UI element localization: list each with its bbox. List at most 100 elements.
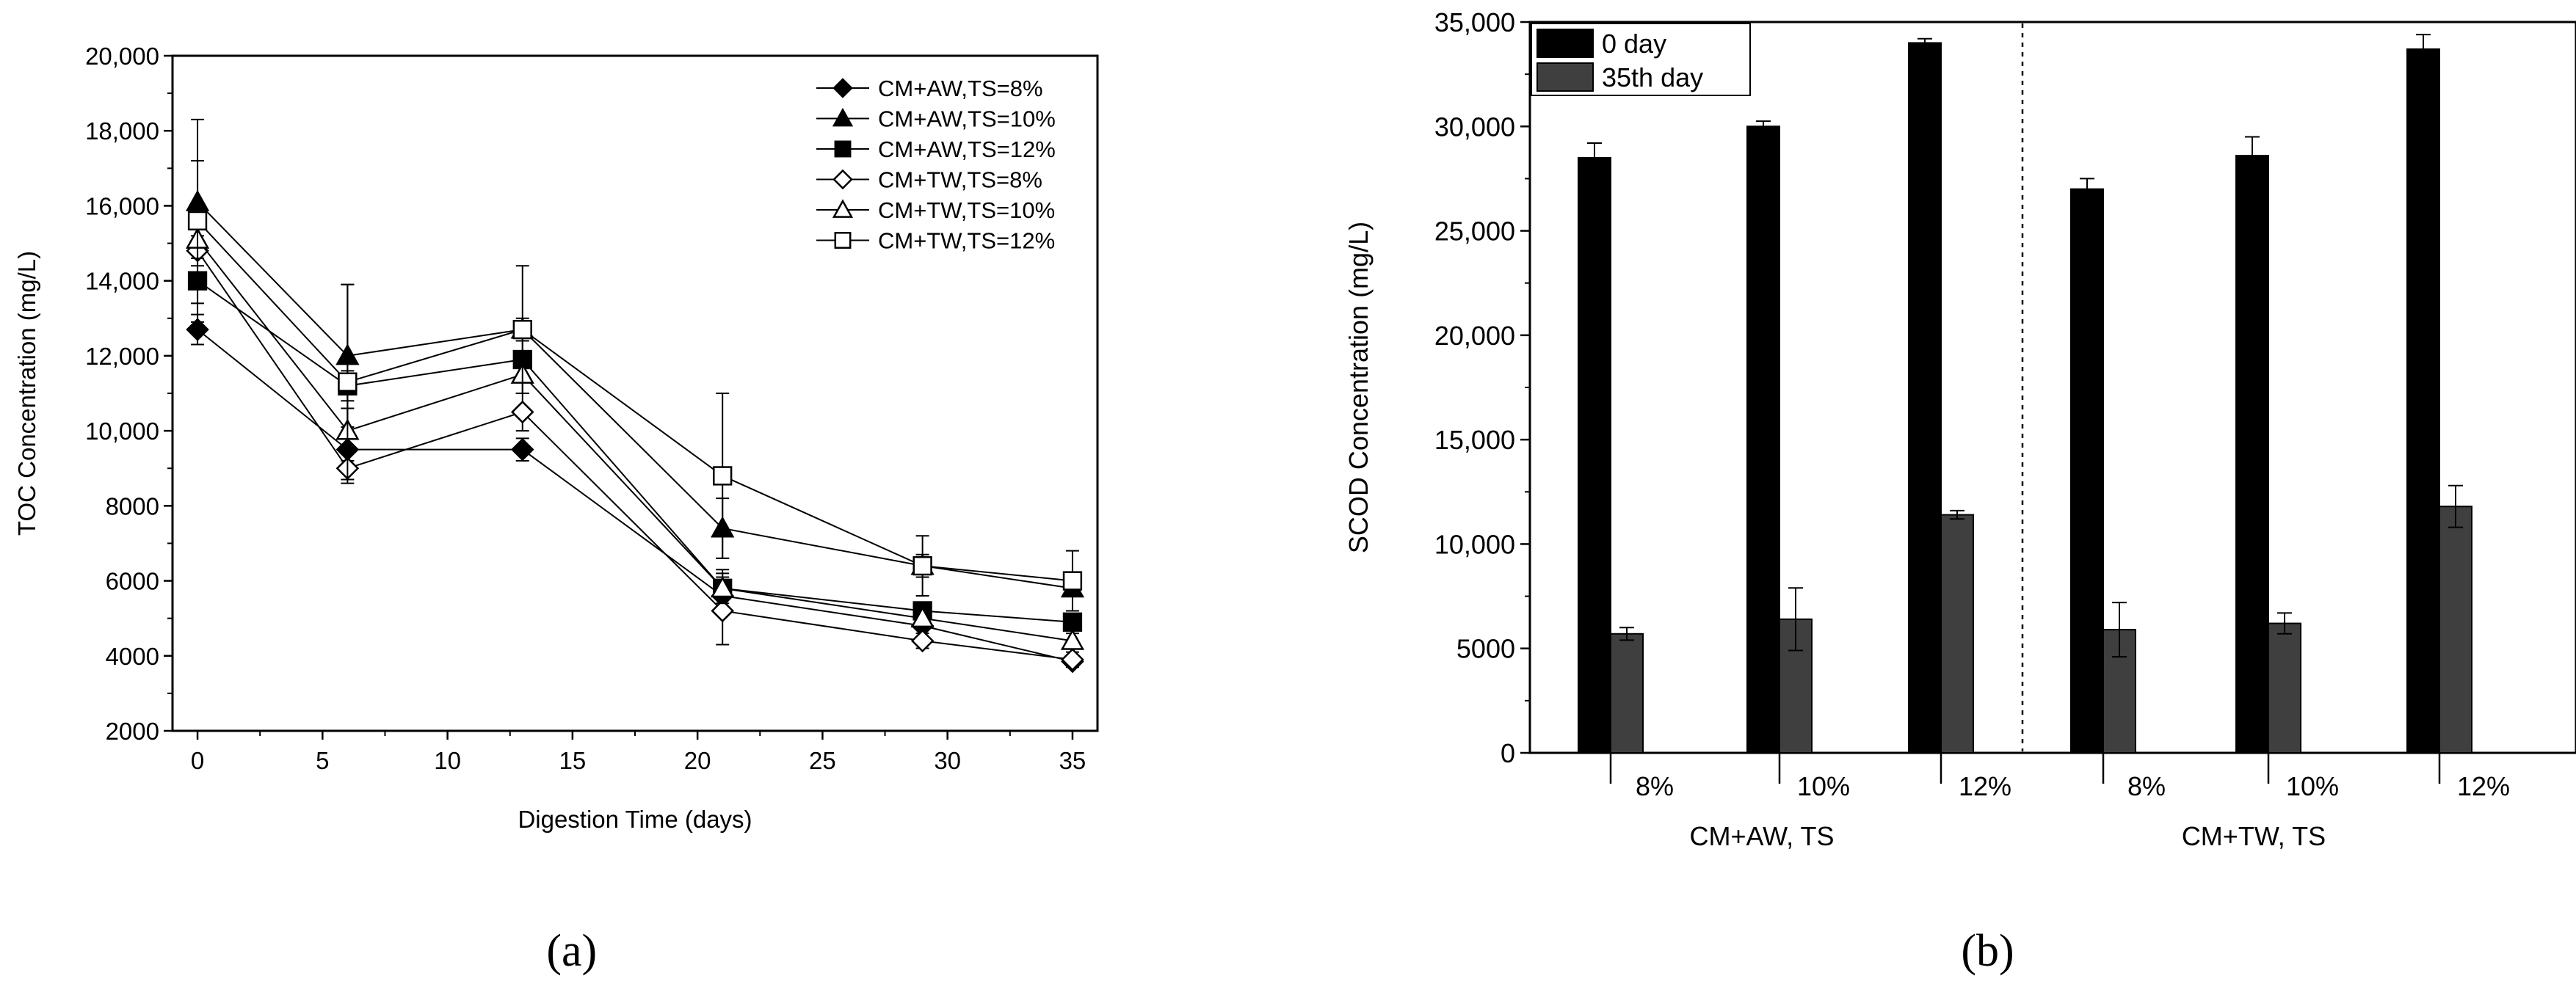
toc-legend-marker — [832, 78, 853, 98]
toc-legend-marker — [832, 169, 853, 190]
toc-data-point — [1060, 628, 1085, 650]
toc-x-tick-label: 15 — [559, 747, 587, 774]
scod-bars-group — [1578, 34, 2472, 754]
toc-series-line — [197, 329, 1073, 663]
toc-data-point — [910, 606, 935, 628]
scod-legend-item: 35th day — [1536, 62, 1703, 92]
toc-y-tick-label: 8000 — [106, 492, 159, 520]
scod-legend-swatch — [1536, 29, 1594, 58]
scod-x-axis: 8% 10% 12% 8% 10% 12% — [1609, 753, 2510, 801]
scod-legend-label: 35th day — [1602, 62, 1703, 92]
scod-bar-chart: 0 5000 10,000 15,000 20,000 25,000 30,000 35,00… — [1343, 7, 2576, 976]
scod-y-tick-label: 15,000 — [1434, 425, 1515, 455]
toc-data-point — [1062, 571, 1083, 591]
toc-legend: CM+AW,TS=8% CM+AW,TS=10% CM+AW,TS=12% CM+TW… — [816, 76, 1056, 254]
toc-data-point — [512, 319, 532, 340]
toc-data-point — [510, 437, 534, 462]
scod-bar-day0 — [1908, 42, 1942, 754]
scod-x-tick-label: 12% — [2457, 771, 2510, 801]
toc-data-point — [713, 466, 733, 486]
toc-data-point — [510, 400, 534, 424]
toc-y-tick-label: 18,000 — [85, 117, 159, 145]
toc-data-point — [338, 372, 358, 392]
panel-b-letter: b — [1976, 926, 1999, 976]
toc-data-point — [187, 211, 208, 231]
toc-legend-label: CM+TW,TS=12% — [878, 228, 1055, 254]
scod-x-tick-label: 12% — [1959, 771, 2011, 801]
toc-legend-label: CM+AW,TS=12% — [878, 136, 1056, 162]
toc-y-axis: 2000 4000 6000 8000 10,000 12,000 14,000 16,000… — [85, 43, 173, 745]
toc-data-point — [711, 576, 735, 598]
toc-legend-marker — [832, 199, 854, 218]
panel-b-label: b) — [1976, 926, 2014, 976]
toc-y-tick-label: 2000 — [106, 718, 159, 745]
scod-bar-day0 — [2406, 48, 2440, 754]
scod-x-tick-label: 8% — [1636, 771, 1674, 801]
panel-a-close-paren: ) — [582, 926, 598, 976]
toc-legend-marker — [834, 140, 852, 158]
toc-y-tick-label: 10,000 — [85, 418, 159, 445]
scod-bar-day35 — [2439, 506, 2472, 754]
toc-y-tick-label: 6000 — [106, 568, 159, 595]
toc-data-point — [910, 629, 935, 653]
scod-x-tick-label: 10% — [2286, 771, 2339, 801]
toc-legend-label: CM+AW,TS=10% — [878, 106, 1056, 132]
toc-series-line — [197, 238, 1073, 642]
toc-x-tick-label: 35 — [1059, 747, 1086, 774]
toc-legend-marker — [832, 107, 854, 127]
scod-x-tick-label: 10% — [1797, 771, 1850, 801]
toc-series-6 — [187, 118, 1083, 612]
toc-x-axis: 0 5 10 15 20 25 30 35 — [191, 731, 1086, 774]
group-label-cm-tw: CM+TW, TS — [2182, 821, 2326, 851]
toc-x-tick-label: 5 — [316, 747, 329, 774]
toc-line-chart: 2000 4000 6000 8000 10,000 12,000 14,000 16,000… — [13, 43, 1099, 976]
scod-y-tick-label: 10,000 — [1434, 529, 1515, 559]
scod-bar-day0 — [1578, 156, 1611, 754]
toc-data-point — [1061, 648, 1084, 671]
toc-x-tick-label: 30 — [934, 747, 961, 774]
scod-legend-label: 0 day — [1602, 29, 1666, 59]
scod-y-tick-label: 0 — [1501, 738, 1515, 768]
toc-y-tick-label: 20,000 — [85, 43, 159, 70]
toc-x-tick-label: 10 — [434, 747, 461, 774]
toc-legend-item: CM+TW,TS=10% — [816, 197, 1055, 223]
toc-series-3 — [187, 258, 1083, 632]
panel-a-label: a) — [562, 926, 597, 976]
toc-y-tick-label: 16,000 — [85, 192, 159, 219]
toc-legend-item: CM+AW,TS=10% — [816, 106, 1056, 132]
scod-y-axis-title: SCOD Concentration (mg/L) — [1343, 222, 1374, 553]
toc-series-line — [197, 220, 1073, 582]
toc-data-point — [913, 555, 932, 576]
toc-series-line — [197, 250, 1073, 660]
toc-series-line — [197, 201, 1073, 589]
scod-x-tick-label: 8% — [2127, 771, 2166, 801]
toc-legend-label: CM+AW,TS=8% — [878, 76, 1043, 101]
toc-series-5 — [185, 219, 1085, 650]
toc-data-point — [711, 599, 734, 623]
scod-bar-day0 — [1746, 125, 1780, 754]
toc-series-group — [185, 118, 1085, 674]
scod-y-tick-label: 30,000 — [1434, 112, 1515, 142]
panel-a-open-paren: ( — [546, 926, 562, 976]
scod-bar-day0 — [2070, 188, 2104, 754]
toc-legend-item: CM+AW,TS=8% — [816, 76, 1043, 101]
scod-y-tick-label: 25,000 — [1434, 216, 1515, 247]
scod-y-axis: 0 5000 10,000 15,000 20,000 25,000 30,000 35,00… — [1434, 7, 1530, 768]
toc-y-tick-label: 14,000 — [85, 268, 159, 295]
scod-legend-swatch — [1536, 62, 1594, 92]
toc-x-tick-label: 20 — [684, 747, 711, 774]
toc-series-4 — [186, 235, 1084, 671]
scod-legend-item: 0 day — [1536, 29, 1666, 59]
scod-bar-day0 — [2235, 155, 2269, 754]
toc-legend-label: CM+TW,TS=10% — [878, 197, 1055, 223]
toc-legend-marker — [834, 232, 852, 249]
toc-x-axis-title: Digestion Time (days) — [518, 806, 752, 833]
toc-x-tick-label: 25 — [809, 747, 836, 774]
toc-data-point — [1062, 612, 1083, 632]
scod-y-tick-label: 5000 — [1456, 634, 1515, 664]
toc-legend-item: CM+TW,TS=12% — [816, 228, 1055, 254]
group-label-cm-aw: CM+AW, TS — [1689, 821, 1834, 851]
